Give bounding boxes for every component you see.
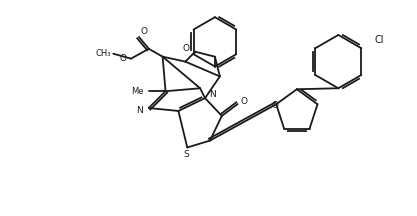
Text: CH₃: CH₃ <box>95 49 111 58</box>
Text: Cl: Cl <box>374 35 384 45</box>
Text: N: N <box>210 90 216 99</box>
Text: Me: Me <box>131 87 143 96</box>
Text: O: O <box>240 97 247 106</box>
Text: O: O <box>141 27 147 37</box>
Text: O: O <box>272 101 279 110</box>
Text: N: N <box>136 106 143 116</box>
Text: O: O <box>183 44 190 53</box>
Text: O: O <box>120 54 127 63</box>
Text: S: S <box>183 150 189 159</box>
